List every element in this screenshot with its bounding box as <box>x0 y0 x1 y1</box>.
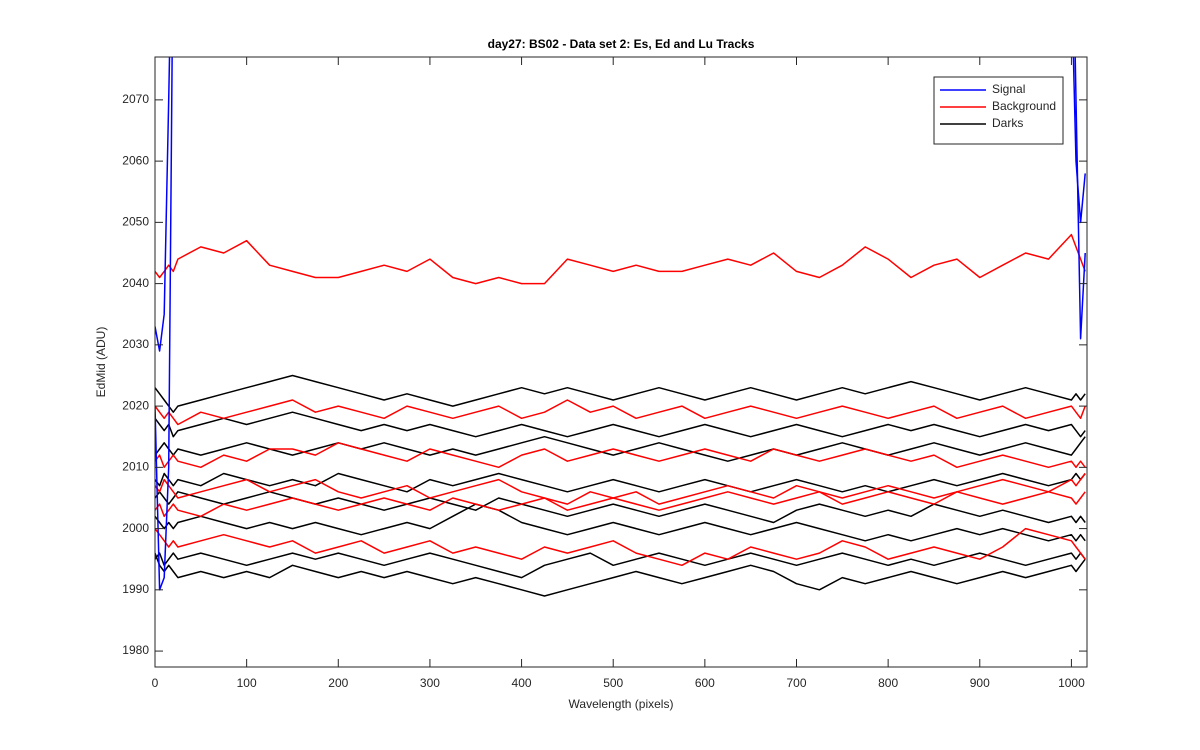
y-tick-label: 2040 <box>122 276 149 290</box>
y-axis-label: EdMid (ADU) <box>94 327 108 398</box>
y-tick-label: 2050 <box>122 215 149 229</box>
series-line <box>155 491 1086 524</box>
series-line <box>155 491 1086 518</box>
x-tick-label: 500 <box>603 676 623 690</box>
legend-box <box>933 76 1064 145</box>
y-tick-label: 2020 <box>122 398 149 412</box>
series-line <box>155 411 1086 438</box>
x-tick-label: 1000 <box>1058 676 1085 690</box>
x-tick-label: 0 <box>152 676 159 690</box>
series-line <box>155 374 1086 413</box>
series-line <box>155 472 1086 493</box>
series-line <box>155 399 1086 426</box>
legend-label: Signal <box>992 82 1025 96</box>
y-tick-label: 1980 <box>122 643 149 657</box>
y-tick-label: 2070 <box>122 92 149 106</box>
plot-lines <box>155 57 1086 597</box>
x-tick-label: 800 <box>878 676 898 690</box>
x-tick-label: 900 <box>970 676 990 690</box>
series-line <box>155 527 1086 567</box>
x-tick-label: 700 <box>786 676 806 690</box>
axes-box <box>154 56 1088 668</box>
series-line <box>155 442 1086 469</box>
x-tick-label: 100 <box>237 676 257 690</box>
series-line <box>155 552 1086 597</box>
y-tick-label: 2010 <box>122 460 149 474</box>
x-axis-label: Wavelength (pixels) <box>569 697 674 711</box>
x-tick-label: 300 <box>420 676 440 690</box>
y-tick-label: 1990 <box>122 582 149 596</box>
x-tick-label: 600 <box>695 676 715 690</box>
x-tick-label: 400 <box>512 676 532 690</box>
series-line <box>155 473 1086 505</box>
legend-label: Background <box>992 99 1056 113</box>
series-line <box>155 233 1086 285</box>
chart-title: day27: BS02 - Data set 2: Es, Ed and Lu … <box>488 37 755 51</box>
x-tick-label: 200 <box>328 676 348 690</box>
series-line <box>155 552 1086 579</box>
series-line <box>155 57 1086 352</box>
legend: Signal Background Darks <box>933 76 1064 145</box>
legend-label: Darks <box>992 116 1023 130</box>
y-tick-label: 2030 <box>122 337 149 351</box>
series-line <box>155 503 1086 542</box>
y-tick-label: 2060 <box>122 153 149 167</box>
y-tick-label: 2000 <box>122 521 149 535</box>
